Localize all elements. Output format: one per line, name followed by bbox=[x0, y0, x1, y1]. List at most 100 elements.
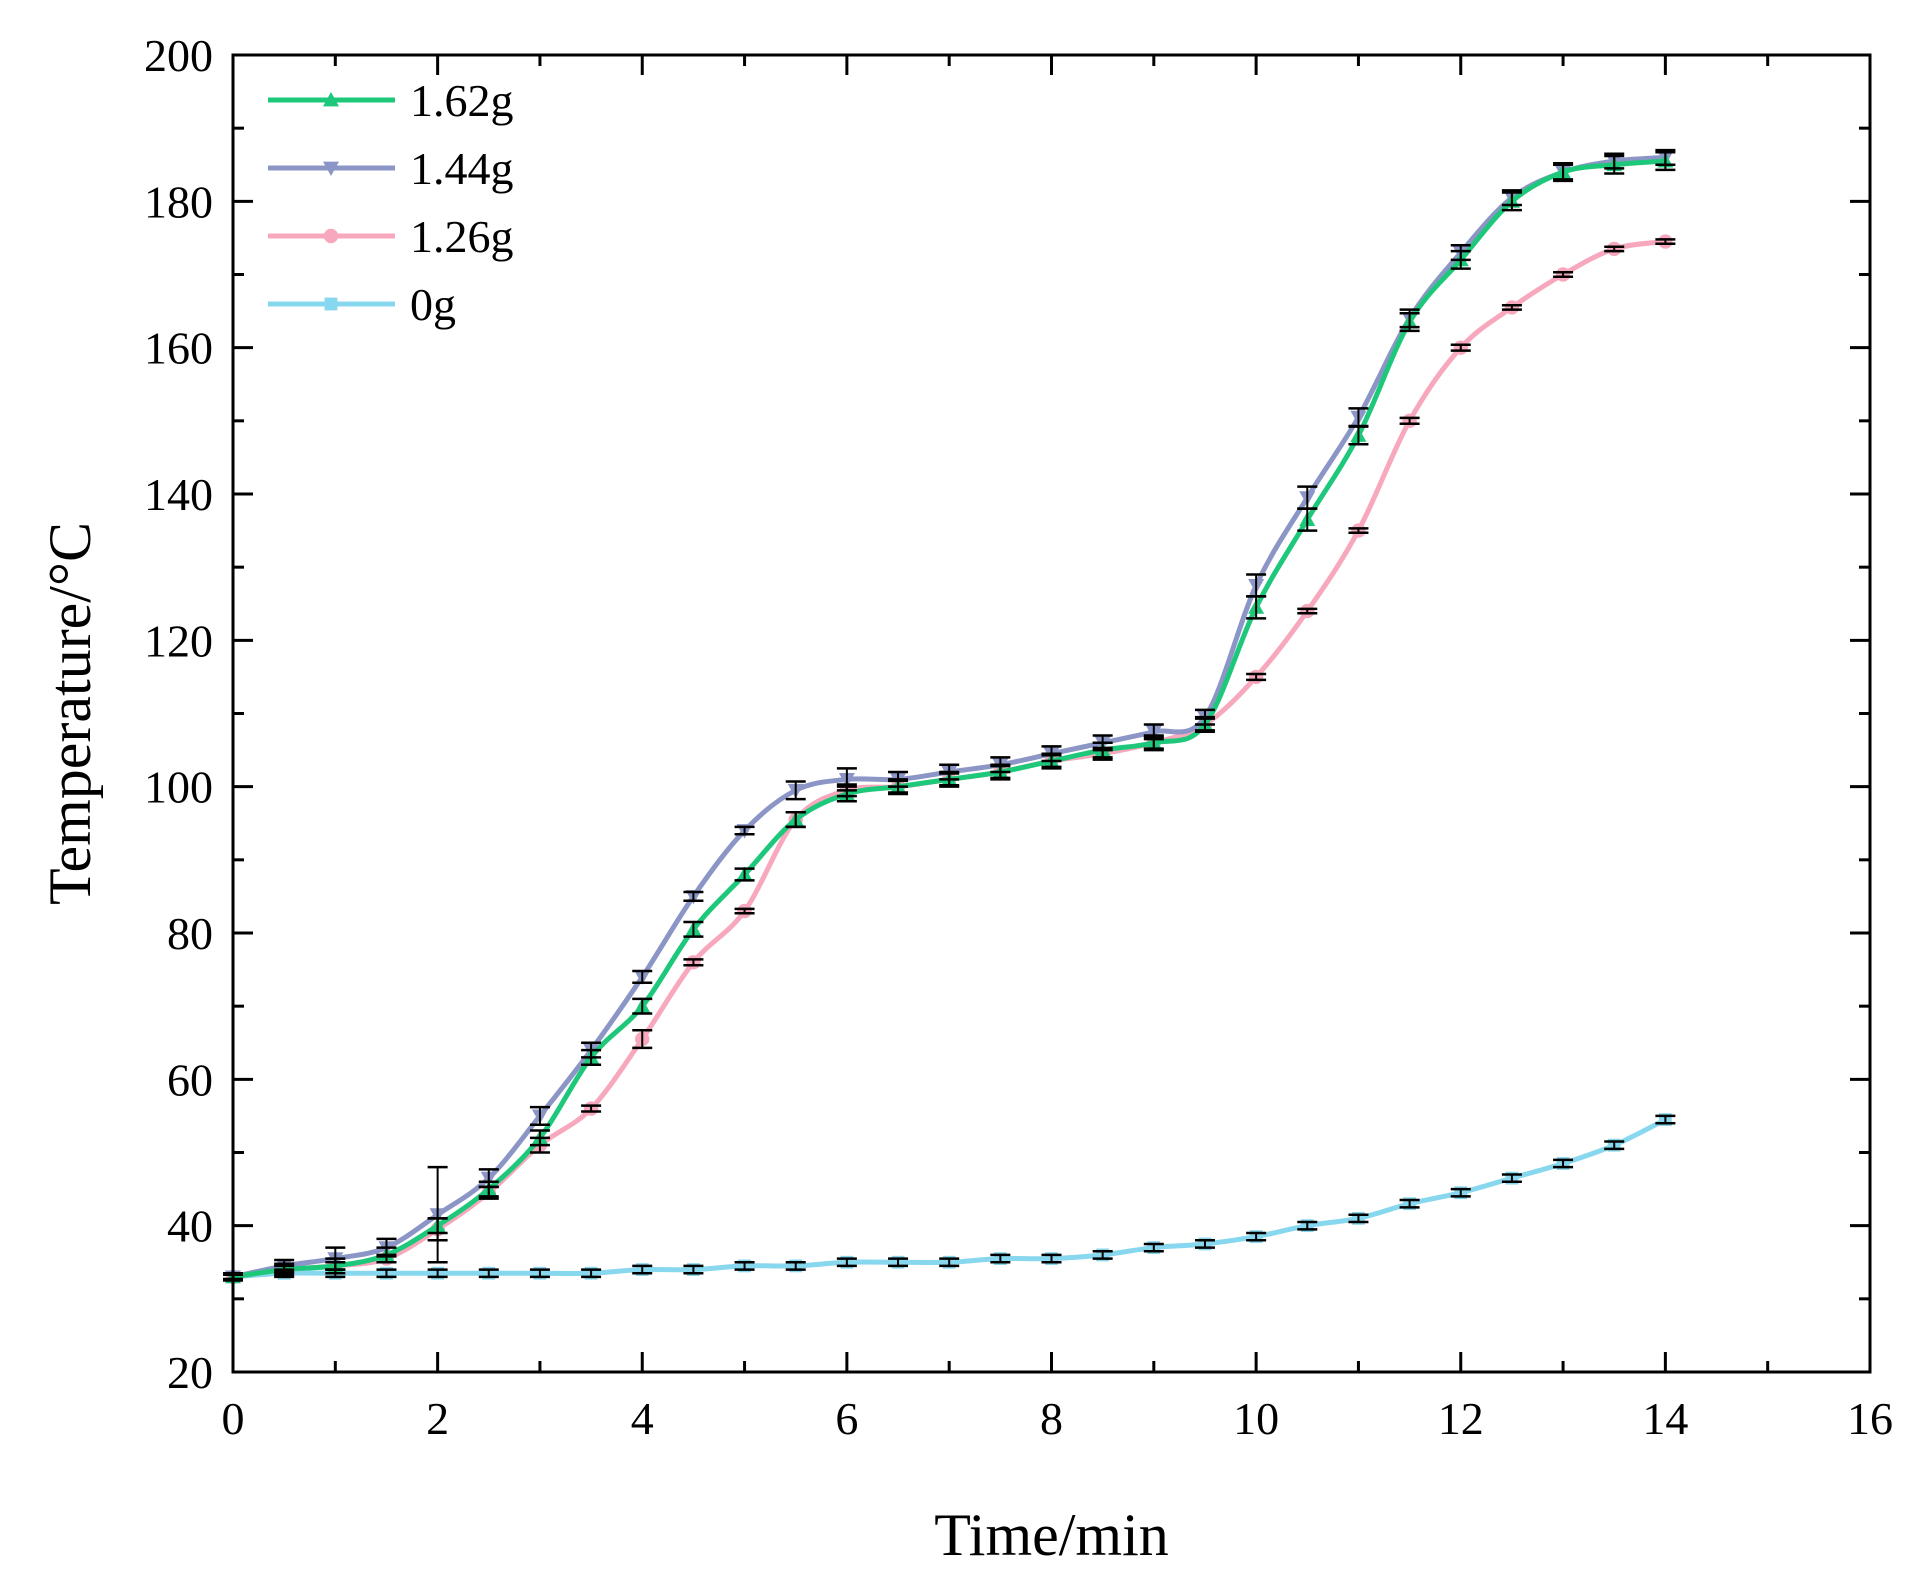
error-bar-1-62g bbox=[1604, 154, 1625, 175]
x-tick-label: 10 bbox=[1233, 1393, 1279, 1444]
legend-label-1-44g: 1.44g bbox=[410, 143, 514, 194]
y-tick-label: 60 bbox=[167, 1054, 213, 1105]
error-bar-0g bbox=[1604, 1140, 1625, 1151]
error-bar-0g bbox=[734, 1261, 755, 1271]
error-bar-1-26g bbox=[1450, 343, 1471, 352]
error-bar-1-26g bbox=[1246, 672, 1267, 682]
y-tick-label: 200 bbox=[144, 30, 213, 81]
error-bar-0g bbox=[836, 1257, 857, 1268]
error-bar-0g bbox=[1450, 1187, 1471, 1198]
error-bar-1-62g bbox=[1348, 425, 1369, 446]
error-bar-0g bbox=[632, 1264, 653, 1275]
error-bar-1-62g bbox=[1450, 249, 1471, 270]
error-bar-0g bbox=[1143, 1242, 1164, 1253]
error-bar-0g bbox=[1246, 1231, 1267, 1242]
legend-marker-1-26g bbox=[323, 228, 339, 244]
error-bar-1-26g bbox=[1399, 416, 1420, 426]
x-tick-label: 14 bbox=[1642, 1393, 1688, 1444]
error-bar-1-62g bbox=[1297, 507, 1318, 532]
error-bar-1-62g bbox=[325, 1257, 346, 1275]
x-axis-title: Time/min bbox=[934, 1502, 1169, 1568]
legend-item-0g: 0g bbox=[268, 279, 456, 330]
legend: 1.62g 1.44g 1.26g 0g bbox=[268, 75, 514, 330]
error-bar-1-62g bbox=[888, 778, 909, 796]
error-bar-1-62g bbox=[274, 1262, 295, 1277]
error-bar-1-26g bbox=[1604, 245, 1625, 253]
error-bar-0g bbox=[529, 1268, 550, 1279]
error-bar-0g bbox=[427, 1268, 448, 1279]
error-bar-0g bbox=[1553, 1158, 1574, 1169]
x-tick-label: 4 bbox=[631, 1393, 654, 1444]
error-bar-0g bbox=[1399, 1198, 1420, 1209]
error-bar-1-26g bbox=[1501, 303, 1522, 311]
y-tick-label: 120 bbox=[144, 615, 213, 666]
error-bar-1-26g bbox=[1553, 271, 1574, 278]
error-bar-1-26g bbox=[1655, 238, 1676, 246]
error-bar-1-62g bbox=[581, 1048, 602, 1066]
y-tick-label: 40 bbox=[167, 1201, 213, 1252]
x-tick-label: 8 bbox=[1040, 1393, 1063, 1444]
y-tick-label: 180 bbox=[144, 176, 213, 227]
x-tick-label: 2 bbox=[426, 1393, 449, 1444]
x-tick-label: 0 bbox=[222, 1393, 245, 1444]
error-bar-1-62g bbox=[478, 1180, 499, 1198]
error-bar-1-62g bbox=[990, 763, 1011, 781]
error-bar-1-26g bbox=[683, 958, 704, 967]
x-tick-label: 6 bbox=[835, 1393, 858, 1444]
error-bar-1-62g bbox=[1143, 734, 1164, 752]
y-tick-label: 100 bbox=[144, 762, 213, 813]
legend-marker-1-44g bbox=[323, 161, 339, 176]
error-bar-1-26g bbox=[1348, 527, 1369, 535]
error-bar-0g bbox=[1297, 1220, 1318, 1231]
error-bar-1-62g bbox=[1553, 162, 1574, 183]
error-bar-1-62g bbox=[1399, 312, 1420, 333]
y-tick-label: 80 bbox=[167, 908, 213, 959]
error-bar-1-26g bbox=[1297, 607, 1318, 615]
error-bar-1-62g bbox=[785, 811, 806, 829]
axes-layer: 0 2 4 6 8 10 12 14 16 20 40 60 80 100 120 140 160 180 200 bbox=[144, 30, 1893, 1444]
error-bar-0g bbox=[581, 1268, 602, 1279]
error-bar-1-44g bbox=[529, 1105, 550, 1126]
error-bar-0g bbox=[1041, 1253, 1062, 1264]
error-bar-0g bbox=[683, 1264, 704, 1275]
error-bar-1-62g bbox=[1092, 741, 1113, 759]
y-tick-label: 140 bbox=[144, 469, 213, 520]
error-bar-1-62g bbox=[836, 785, 857, 803]
x-tick-label: 12 bbox=[1438, 1393, 1484, 1444]
error-bar-1-44g bbox=[632, 969, 653, 985]
series-line-1-26g bbox=[232, 239, 1666, 1280]
legend-marker-1-62g bbox=[323, 92, 339, 107]
error-bar-1-26g bbox=[581, 1104, 602, 1113]
error-bar-1-62g bbox=[529, 1129, 550, 1147]
error-bar-1-62g bbox=[632, 997, 653, 1015]
error-bar-1-44g bbox=[427, 1165, 448, 1264]
error-bar-1-62g bbox=[683, 920, 704, 938]
error-bar-1-44g bbox=[785, 780, 806, 801]
error-bar-1-26g bbox=[632, 1029, 653, 1050]
error-bar-1-26g bbox=[734, 907, 755, 915]
y-tick-label: 20 bbox=[167, 1347, 213, 1398]
legend-marker-0g bbox=[324, 297, 338, 311]
x-tick-label: 16 bbox=[1847, 1393, 1893, 1444]
y-tick-label: 160 bbox=[144, 323, 213, 374]
error-bar-1-62g bbox=[1041, 752, 1062, 770]
legend-label-0g: 0g bbox=[410, 279, 456, 330]
error-bar-1-62g bbox=[939, 770, 960, 788]
series-line-0g bbox=[232, 1117, 1667, 1280]
error-bar-0g bbox=[785, 1261, 806, 1271]
legend-label-1-26g: 1.26g bbox=[410, 211, 514, 262]
error-bar-0g bbox=[1501, 1173, 1522, 1184]
error-bar-1-44g bbox=[734, 825, 755, 836]
error-bar-1-62g bbox=[376, 1246, 397, 1264]
legend-item-1-26g: 1.26g bbox=[268, 211, 514, 262]
y-axis-title: Temperature/°C bbox=[37, 522, 103, 905]
errorbar-layer bbox=[223, 148, 1676, 1282]
legend-label-1-62g: 1.62g bbox=[410, 75, 514, 126]
error-bar-1-62g bbox=[1501, 191, 1522, 212]
legend-item-1-62g: 1.62g bbox=[268, 75, 514, 126]
error-bar-1-62g bbox=[734, 867, 755, 882]
error-bar-0g bbox=[1348, 1213, 1369, 1224]
error-bar-1-62g bbox=[1194, 715, 1215, 734]
error-bar-0g bbox=[1194, 1239, 1215, 1249]
error-bar-0g bbox=[1092, 1250, 1113, 1260]
